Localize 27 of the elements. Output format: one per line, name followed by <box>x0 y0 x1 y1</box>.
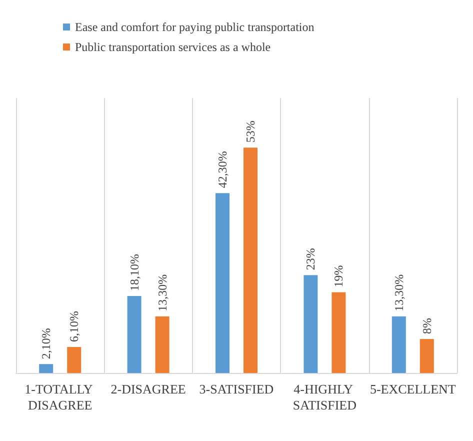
data-label: 53% <box>244 120 258 143</box>
bar <box>332 292 346 373</box>
bar <box>420 338 434 373</box>
bar <box>244 148 258 373</box>
data-label: 13,30% <box>392 274 406 312</box>
x-tick-label: 1-TOTALLY DISAGREE <box>24 382 96 412</box>
data-label: 18,10% <box>127 254 142 292</box>
bar <box>67 347 82 373</box>
x-tick-label: 3-SATISFIED <box>199 382 274 396</box>
data-label: 13,30% <box>155 274 170 312</box>
bar <box>216 193 230 373</box>
data-label: 23% <box>304 248 318 270</box>
bar <box>392 316 406 373</box>
x-tick-label: 2-DISAGREE <box>110 382 186 396</box>
data-label: 2,10% <box>39 328 54 360</box>
x-tick-label: 5-EXCELLENT <box>370 382 456 396</box>
bar <box>39 364 54 373</box>
legend-label: Public transportation services as a whole <box>75 40 271 54</box>
bar <box>155 316 170 373</box>
data-label: 6,10% <box>67 311 82 342</box>
bar <box>127 296 142 373</box>
data-label: 8% <box>420 318 434 334</box>
data-label: 42,30% <box>216 151 230 188</box>
legend-label: Ease and comfort for paying public transportation <box>75 20 314 34</box>
x-tick-label: 4-HIGHLY SATISFIED <box>292 382 356 412</box>
data-label: 19% <box>332 265 346 288</box>
bar <box>304 275 318 373</box>
